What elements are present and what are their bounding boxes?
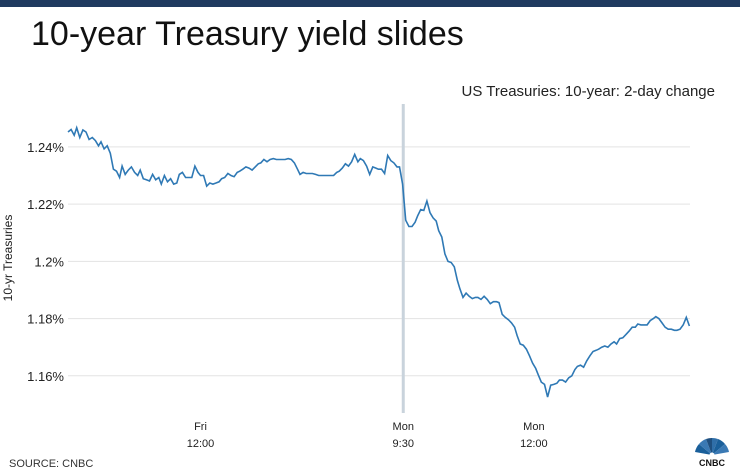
y-tick-label: 1.16%	[27, 369, 64, 384]
y-axis-label: 10-yr Treasuries	[1, 215, 15, 302]
chart-title: US Treasuries: 10-year: 2-day change	[461, 83, 715, 100]
x-tick-label: Fri	[194, 421, 207, 433]
x-tick-label: 9:30	[393, 438, 414, 450]
source-note: SOURCE: CNBC	[9, 458, 94, 470]
x-axis-tick-labels: Fri 12:00 Mon 9:30 Mon 12:00	[187, 421, 548, 450]
y-tick-label: 1.2%	[34, 254, 64, 269]
top-accent-bar	[0, 0, 740, 7]
cnbc-logo: CNBC	[695, 437, 729, 468]
x-tick-label: Mon	[523, 421, 544, 433]
x-tick-label: 12:00	[187, 438, 215, 450]
y-tick-label: 1.22%	[27, 197, 64, 212]
y-tick-label: 1.18%	[27, 312, 64, 327]
yield-series-line	[67, 125, 691, 398]
x-tick-label: Mon	[393, 421, 414, 433]
gridlines	[68, 146, 690, 377]
y-tick-label: 1.24%	[27, 140, 64, 155]
page-title: 10-year Treasury yield slides	[31, 15, 464, 53]
y-axis-tick-labels: 1.24% 1.22% 1.2% 1.18% 1.16%	[27, 140, 64, 384]
x-tick-label: 12:00	[520, 438, 548, 450]
svg-text:CNBC: CNBC	[699, 458, 725, 468]
